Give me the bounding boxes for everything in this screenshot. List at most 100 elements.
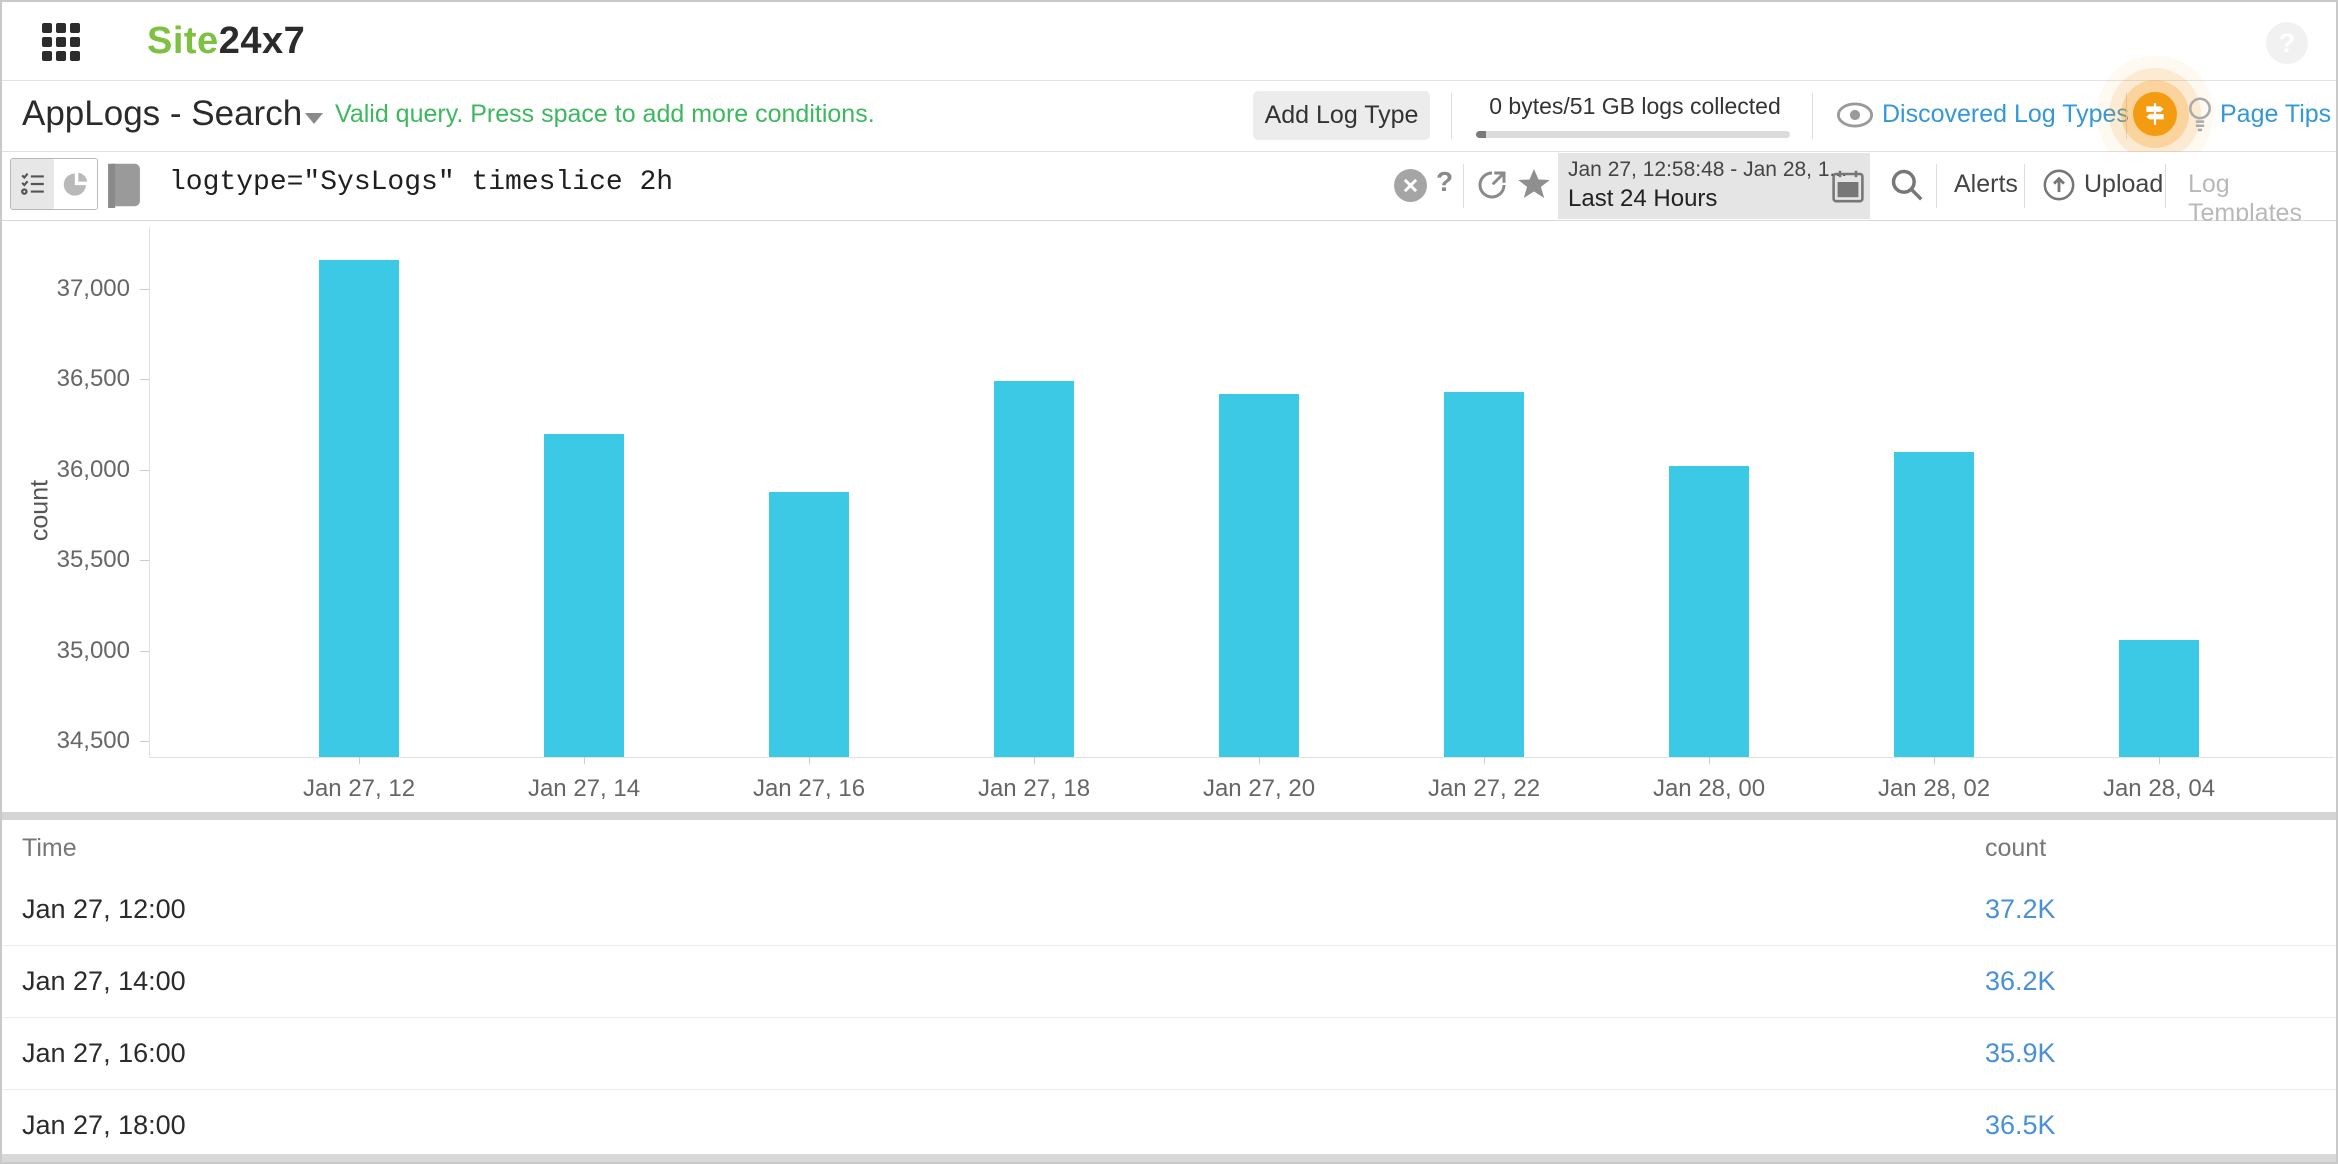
y-axis-tick-label: 35,500 (56, 546, 130, 574)
x-axis-line (149, 757, 2334, 758)
x-axis-tick (1034, 757, 1035, 764)
alerts-button[interactable]: Alerts (1954, 170, 2018, 198)
results-table-header: Time count (2, 820, 2336, 875)
time-range-picker[interactable]: Jan 27, 12:58:48 - Jan 28, 1... Last 24 … (1558, 153, 1870, 219)
chart-bar[interactable] (994, 381, 1074, 757)
time-cell: Jan 27, 16:00 (22, 1038, 186, 1068)
results-table-body: Jan 27, 12:00 37.2K Jan 27, 14:00 36.2K Jan … (2, 874, 2336, 1162)
site24x7-logo[interactable]: Site24x7 (147, 20, 305, 63)
x-axis-tick (1259, 757, 1260, 764)
add-log-type-button[interactable]: Add Log Type (1253, 91, 1430, 140)
chart-bar[interactable] (2119, 639, 2199, 757)
table-row: Jan 27, 18:00 36.5K (2, 1090, 2336, 1162)
divider (2024, 164, 2025, 208)
logo-dark-part: 24x7 (218, 20, 306, 62)
query-help-icon[interactable]: ? (1436, 166, 1454, 197)
count-link[interactable]: 36.2K (1985, 966, 2056, 996)
clear-query-icon[interactable] (1394, 169, 1427, 202)
signpost-icon[interactable] (2133, 92, 2177, 136)
logs-usage-progressbar (1476, 131, 1790, 138)
x-axis-tick-label: Jan 28, 04 (2102, 775, 2216, 802)
search-icon[interactable] (1888, 166, 1926, 204)
y-axis-tick (140, 379, 149, 381)
y-axis-tick-label: 37,000 (56, 275, 130, 303)
pie-chart-icon (62, 170, 90, 198)
chevron-down-icon (305, 113, 323, 124)
upload-icon (2042, 168, 2076, 202)
divider (2126, 93, 2127, 139)
chart-bar[interactable] (1444, 392, 1524, 757)
time-range-value: Jan 27, 12:58:48 - Jan 28, 1... (1568, 158, 1848, 181)
chart-bar[interactable] (1219, 393, 1299, 757)
y-axis-tick (140, 560, 149, 562)
x-axis-tick (2159, 757, 2160, 764)
time-cell: Jan 27, 18:00 (22, 1110, 186, 1140)
upload-button[interactable]: Upload (2084, 170, 2164, 198)
share-search-icon[interactable] (1474, 167, 1510, 203)
x-axis-tick-label: Jan 27, 16 (752, 775, 866, 802)
y-axis-line (149, 227, 150, 757)
column-header-time: Time (22, 834, 77, 862)
y-axis-tick (140, 650, 149, 652)
x-axis-tick-label: Jan 28, 02 (1877, 775, 1991, 802)
column-header-count: count (1985, 834, 2047, 862)
chart-view-button[interactable] (54, 159, 97, 209)
top-bar: Site24x7 ? (2, 2, 2336, 81)
calendar-icon (1832, 169, 1864, 203)
divider (1936, 164, 1937, 208)
chart-bar[interactable] (769, 491, 849, 757)
count-link[interactable]: 35.9K (1985, 1038, 2056, 1068)
x-axis-tick-label: Jan 27, 20 (1202, 775, 1316, 802)
count-link[interactable]: 37.2K (1985, 894, 2056, 924)
y-axis-tick-label: 34,500 (56, 727, 130, 755)
timeslice-bar-chart: count 34,500 35,000 35,500 36,000 36,500 37,0… (2, 221, 2336, 812)
divider (2165, 164, 2166, 208)
chart-bar[interactable] (319, 260, 399, 757)
result-view-toggle (10, 158, 98, 210)
app-grid-icon[interactable] (42, 23, 80, 61)
y-axis-tick-label: 35,000 (56, 636, 130, 664)
logo-green-part: Site (147, 20, 219, 62)
page-header: AppLogs - Search Valid query. Press spac… (2, 81, 2336, 152)
y-axis-tick (140, 289, 149, 291)
table-row: Jan 27, 14:00 36.2K (2, 946, 2336, 1018)
search-query-input[interactable] (167, 166, 1351, 199)
x-axis-tick-label: Jan 27, 22 (1427, 775, 1541, 802)
chart-bar[interactable] (1894, 451, 1974, 757)
logs-usage-text: 0 bytes/51 GB logs collected (1489, 93, 1781, 119)
horizontal-scrollbar[interactable] (2, 1154, 2336, 1162)
y-axis-tick-label: 36,500 (56, 365, 130, 393)
lightbulb-icon (2186, 96, 2214, 132)
time-cell: Jan 27, 12:00 (22, 894, 186, 924)
count-link[interactable]: 36.5K (1985, 1110, 2056, 1140)
x-axis-tick (359, 757, 360, 764)
divider (1451, 93, 1452, 139)
list-view-button[interactable] (11, 159, 54, 209)
x-axis-tick (1934, 757, 1935, 764)
table-row: Jan 27, 16:00 35.9K (2, 1018, 2336, 1090)
panel-separator (2, 812, 2336, 820)
page-title[interactable]: AppLogs - Search (22, 94, 303, 133)
x-axis-tick (1484, 757, 1485, 764)
chart-bar[interactable] (544, 433, 624, 757)
time-range-preset: Last 24 Hours (1568, 185, 1718, 212)
time-cell: Jan 27, 14:00 (22, 966, 186, 996)
help-icon[interactable]: ? (2266, 22, 2308, 64)
eye-icon (1836, 100, 1874, 130)
x-axis-tick (809, 757, 810, 764)
saved-searches-icon[interactable] (106, 162, 142, 208)
chart-bar[interactable] (1669, 466, 1749, 757)
checklist-icon (20, 171, 46, 197)
x-axis-tick (584, 757, 585, 764)
favorite-star-icon[interactable] (1516, 166, 1552, 202)
x-axis-tick-label: Jan 27, 12 (302, 775, 416, 802)
divider (1812, 93, 1813, 139)
table-row: Jan 27, 12:00 37.2K (2, 874, 2336, 946)
page-tips-link[interactable]: Page Tips (2220, 100, 2332, 128)
logs-usage-fill (1476, 131, 1486, 138)
divider (1463, 164, 1464, 208)
log-templates-button[interactable]: Log Templates (2188, 170, 2302, 227)
x-axis-tick-label: Jan 28, 00 (1652, 775, 1766, 802)
discovered-log-types-link[interactable]: Discovered Log Types (1882, 100, 2129, 128)
